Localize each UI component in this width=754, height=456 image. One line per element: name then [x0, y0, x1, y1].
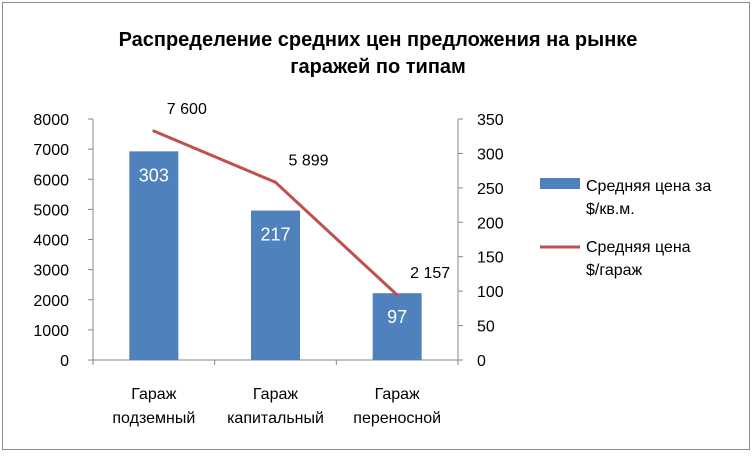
plot-area: 0 1000 2000 3000 4000 5000 6000 7000 8000 0 50 100 1…: [33, 101, 503, 427]
bar-data-label: 303: [139, 165, 169, 185]
y-right-tick-label: 100: [477, 284, 504, 301]
line-data-label: 7 600: [167, 101, 207, 118]
legend-swatch-bar: [540, 178, 580, 189]
legend-label-line-line-1: Средняя цена: [586, 239, 691, 256]
y-left-tick-label: 3000: [33, 263, 69, 280]
y-left-tick-label: 1000: [33, 323, 69, 340]
y-right-tick-label: 250: [477, 181, 504, 198]
legend-label-line-line-2: $/гараж: [586, 262, 643, 279]
y-left-tick-label: 2000: [33, 293, 69, 310]
legend: Средняя цена за $/кв.м. Средняя цена $/г…: [540, 178, 711, 279]
chart-frame: Распределение средних цен предложения на…: [2, 2, 750, 450]
y-right-tick-label: 300: [477, 146, 504, 163]
bar: [251, 210, 300, 360]
y-left-tick-label: 6000: [33, 172, 69, 189]
x-category-label: Гараж: [131, 386, 176, 403]
x-category-label: Гараж: [375, 386, 420, 403]
x-category-label: переносной: [353, 410, 441, 427]
y-right-tick-label: 0: [477, 353, 486, 370]
x-category-label: капитальный: [227, 410, 324, 427]
bar: [129, 151, 179, 360]
y-right-tick-label: 150: [477, 250, 504, 267]
bar-data-label: 217: [260, 225, 290, 245]
chart-title-line-1: Распределение средних цен предложения на…: [119, 29, 638, 51]
y-left-tick-label: 8000: [33, 112, 69, 129]
x-category-label: Гараж: [253, 386, 298, 403]
y-left-tick-label: 5000: [33, 202, 69, 219]
y-left-tick-label: 0: [60, 353, 69, 370]
legend-label-bar-line-2: $/кв.м.: [586, 201, 635, 218]
line-data-label: 2 157: [410, 265, 450, 282]
y-right-tick-label: 50: [477, 319, 495, 336]
y-left-tick-label: 4000: [33, 233, 69, 250]
legend-label-bar-line-1: Средняя цена за: [586, 178, 711, 195]
line-data-label: 5 899: [288, 152, 328, 169]
line-point: [152, 129, 156, 133]
chart-svg: Распределение средних цен предложения на…: [33, 29, 711, 427]
chart-title-line-2: гаражей по типам: [290, 56, 466, 78]
line-point: [395, 293, 399, 297]
y-left-tick-label: 7000: [33, 142, 69, 159]
line-point: [274, 180, 277, 184]
y-right-tick-label: 350: [477, 112, 504, 129]
bar: [372, 293, 422, 360]
x-category-label: подземный: [112, 410, 195, 427]
bar-data-label: 97: [387, 307, 407, 327]
y-right-tick-label: 200: [477, 215, 504, 232]
